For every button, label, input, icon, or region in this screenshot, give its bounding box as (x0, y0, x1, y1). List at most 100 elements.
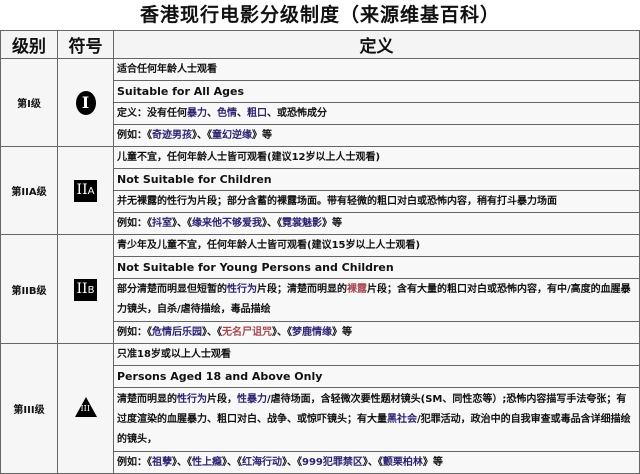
table-row: 定义：没有任何暴力、色情、粗口、或恐怖成分 (1, 102, 640, 125)
rating-name-en: Persons Aged 18 and Above Only (113, 365, 640, 388)
header-definition: 定义 (113, 30, 640, 59)
highlighted-term: 缘来他不够爱我 (192, 218, 262, 229)
highlighted-term: 性暴力 (237, 393, 267, 405)
table-row: 第I级 I 适合任何年龄人士观看 (0, 58, 640, 147)
highlighted-term: 奇迹男孩 (152, 130, 192, 141)
highlighted-term: 暴力 (187, 108, 207, 119)
header-symbol: 符号 (57, 30, 114, 59)
rating-b-icon: IIB (73, 278, 98, 301)
text-segment: 例如：《 (117, 218, 152, 229)
text-segment: /犯罪活动，政治中的自我审查或毒品含详细描绘的镜头， (117, 413, 631, 445)
text-segment: 》、《 (272, 327, 292, 338)
text-segment: 》、《 (262, 218, 282, 229)
age-advice-cn: 青少年及儿童不宜，任何年龄人士皆可观看(建议15岁以上人士观看) (113, 234, 640, 257)
content-description: 清楚而明显的性行为片段，性暴力/虐待场面，含轻微次要性题材镜头(SM、同性恋等）… (113, 387, 640, 452)
highlighted-term: 粗口 (247, 108, 267, 119)
table-row: 第III级 III 只准18岁或以上人士观看 (0, 343, 640, 474)
symbol-text: II (76, 182, 88, 198)
highlighted-term: 性行为 (227, 284, 257, 295)
text-segment: 》、《 (362, 457, 383, 468)
text-segment: 》等 (422, 457, 443, 468)
header-row: 级别 符号 定义 (0, 30, 640, 59)
content-description: 并无裸露的性行为片段；部分含蓄的裸露场面。带有轻微的粗口对白或恐怖内容，稍有打斗… (113, 190, 640, 213)
text-segment: 部分清楚而明显但短暂的 (117, 284, 227, 295)
table-row: 第IIB级 IIB 青少年及儿童不宜，任何年龄人士皆可观看(建议15岁以上人士观看) (0, 234, 640, 344)
symbol-text: II (76, 280, 88, 297)
highlighted-term: 颤栗柏林 (382, 457, 423, 468)
text-segment: /虐待场面，含轻微次要性题材镜头(SM、同性恋等）;恐怖内容描写手法夸张；有过度… (117, 393, 627, 425)
text-segment: 》、《 (172, 218, 192, 229)
table-row: 例如：《奇迹男孩》、《童幻逆缘》等 (1, 124, 640, 147)
symbol-sub: A (87, 186, 95, 197)
rating-name-en: Suitable for All Ages (113, 80, 640, 103)
highlighted-term: 祖孽 (152, 457, 172, 468)
rating-symbol: I (57, 58, 114, 147)
text-segment: 》等 (252, 130, 272, 141)
symbol-text: III (80, 403, 90, 413)
rating-table: 级别 符号 定义 第I级 I 适合任何年龄人士观看 Suitable for All … (0, 30, 640, 474)
rating-level: 第III级 (0, 343, 58, 474)
rating-symbol: III (57, 343, 114, 474)
rating-a-icon: IIA (73, 180, 98, 202)
content-description: 部分清楚而明显但短暂的性行为片段；清楚而明显的裸露片段；含有大量的粗口对白或恐怖… (113, 278, 640, 322)
header-level: 级别 (0, 30, 58, 59)
table-row: 清楚而明显的性行为片段，性暴力/虐待场面，含轻微次要性题材镜头(SM、同性恋等）… (1, 387, 640, 452)
text-segment: 、 (237, 108, 247, 119)
rating-iii-icon: III (74, 396, 97, 417)
page-title: 香港现行电影分级制度（来源维基百科） (139, 4, 500, 26)
text-segment: 片段；清楚而明显的 (257, 284, 347, 295)
content-description: 定义：没有任何暴力、色情、粗口、或恐怖成分 (113, 102, 640, 125)
highlighted-term: 霓裳魅影 (282, 218, 322, 229)
text-segment: 》、《 (222, 457, 242, 468)
example-films: 例如：《抖室》、《缘来他不够爱我》、《霓裳魅影》等 (113, 212, 640, 235)
text-segment: 片段；含有大量的粗口对白或恐怖内容，有中/高度的血腥暴力镜头，自杀/虐待描绘，毒… (117, 284, 631, 315)
age-advice-cn: 适合任何年龄人士观看 (113, 58, 640, 81)
example-films: 例如：《祖孽》、《性上瘾》、《红海行动》、《999犯罪禁区》、《颤栗柏林》等 (113, 451, 640, 474)
highlighted-term: 999犯罪禁区 (302, 457, 363, 468)
text-segment: 并无裸露的性行为片段；部分含蓄的裸露场面。带有轻微的粗口对白或恐怖内容，稍有打斗… (117, 196, 557, 207)
text-segment: 清楚而明显的 (117, 393, 177, 405)
rating-level: 第I级 (0, 58, 58, 147)
rating-name-en: Not Suitable for Children (113, 168, 640, 191)
text-segment: 》、《 (192, 130, 212, 141)
highlighted-term: 无名尸诅咒 (222, 327, 272, 338)
highlighted-term: 黑社会 (387, 413, 417, 425)
symbol-text: I (81, 92, 90, 112)
example-films: 例如：《奇迹男孩》、《童幻逆缘》等 (113, 124, 640, 147)
highlighted-term: 裸露 (347, 284, 367, 295)
text-segment: 、或恐怖成分 (267, 108, 327, 119)
text-segment: 片段， (207, 393, 237, 405)
table-row: Not Suitable for Children (1, 168, 640, 191)
text-segment: 》等 (332, 327, 352, 338)
text-segment: 》、《 (282, 457, 302, 468)
rating-name-en: Not Suitable for Young Persons and Child… (113, 256, 640, 279)
table-row: Suitable for All Ages (1, 80, 640, 103)
rating-level: 第IIA级 (0, 146, 58, 235)
rating-symbol: IIA (57, 146, 114, 235)
rating-symbol: IIB (57, 234, 114, 344)
text-segment: 》等 (322, 218, 342, 229)
age-advice-cn: 儿童不宜，任何年龄人士皆可观看(建议12岁以上人士观看) (113, 146, 640, 169)
highlighted-term: 童幻逆缘 (212, 130, 252, 141)
rating-level: 第IIB级 (0, 234, 58, 344)
table-row: 部分清楚而明显但短暂的性行为片段；清楚而明显的裸露片段；含有大量的粗口对白或恐怖… (1, 278, 640, 322)
text-segment: 例如：《 (117, 130, 152, 141)
example-films: 例如：《危情后乐园》、《无名尸诅咒》、《梦鹿情缘》等 (113, 321, 640, 344)
highlighted-term: 性行为 (177, 393, 207, 405)
text-segment: 例如：《 (117, 457, 152, 468)
age-advice-cn: 只准18岁或以上人士观看 (113, 343, 640, 366)
highlighted-term: 抖室 (152, 218, 172, 229)
table-row: 并无裸露的性行为片段；部分含蓄的裸露场面。带有轻微的粗口对白或恐怖内容，稍有打斗… (1, 190, 640, 213)
highlighted-term: 性上瘾 (192, 457, 222, 468)
text-segment: 例如：《 (117, 327, 152, 338)
table-row: Not Suitable for Young Persons and Child… (1, 256, 640, 279)
highlighted-term: 色情 (217, 108, 237, 119)
text-segment: 定义：没有任何 (117, 108, 187, 119)
text-segment: 》、《 (202, 327, 222, 338)
table-row: 第IIA级 IIA 儿童不宜，任何年龄人士皆可观看(建议12岁以上人士观看) (0, 146, 640, 235)
highlighted-term: 红海行动 (242, 457, 282, 468)
rating-i-icon: I (75, 90, 96, 115)
highlighted-term: 危情后乐园 (152, 327, 202, 338)
text-segment: 、 (207, 108, 217, 119)
text-segment: 》、《 (172, 457, 192, 468)
